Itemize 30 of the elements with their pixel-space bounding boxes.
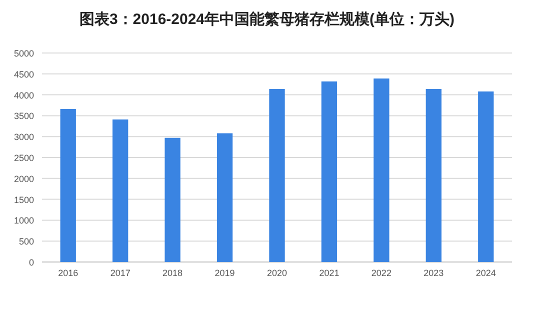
x-tick-label: 2020 — [266, 268, 288, 278]
bar — [269, 88, 285, 262]
y-tick-label: 0 — [28, 258, 34, 268]
y-tick-label: 1500 — [14, 194, 34, 205]
x-tick-label: 2021 — [319, 268, 340, 278]
y-tick-label: 2000 — [14, 174, 34, 184]
bar — [426, 88, 442, 262]
y-tick-label: 3500 — [14, 111, 34, 122]
y-tick-label: 2500 — [14, 153, 34, 163]
chart-title: 图表3：2016-2024年中国能繁母猪存栏规模(单位：万头) — [79, 11, 455, 28]
x-tick-label: 2017 — [110, 268, 130, 278]
y-tick-label: 3000 — [14, 132, 34, 142]
x-tick-label: 2024 — [476, 268, 496, 278]
bar — [478, 91, 494, 262]
y-tick-label: 4500 — [14, 69, 34, 80]
bar — [216, 133, 233, 262]
y-tick-label: 4000 — [14, 90, 34, 100]
bar — [112, 119, 128, 262]
y-tick-label: 1000 — [14, 216, 34, 226]
x-tick-label: 2023 — [424, 268, 444, 278]
x-tick-label: 2016 — [58, 268, 78, 278]
x-tick-label: 2018 — [162, 268, 183, 278]
bar — [321, 81, 338, 262]
x-tick-label: 2019 — [214, 268, 235, 278]
bar — [374, 78, 390, 262]
bar — [60, 109, 76, 262]
x-tick-label: 2022 — [371, 268, 392, 278]
bar — [164, 138, 180, 262]
y-tick-label: 500 — [18, 236, 34, 247]
y-tick-label: 5000 — [14, 48, 34, 58]
